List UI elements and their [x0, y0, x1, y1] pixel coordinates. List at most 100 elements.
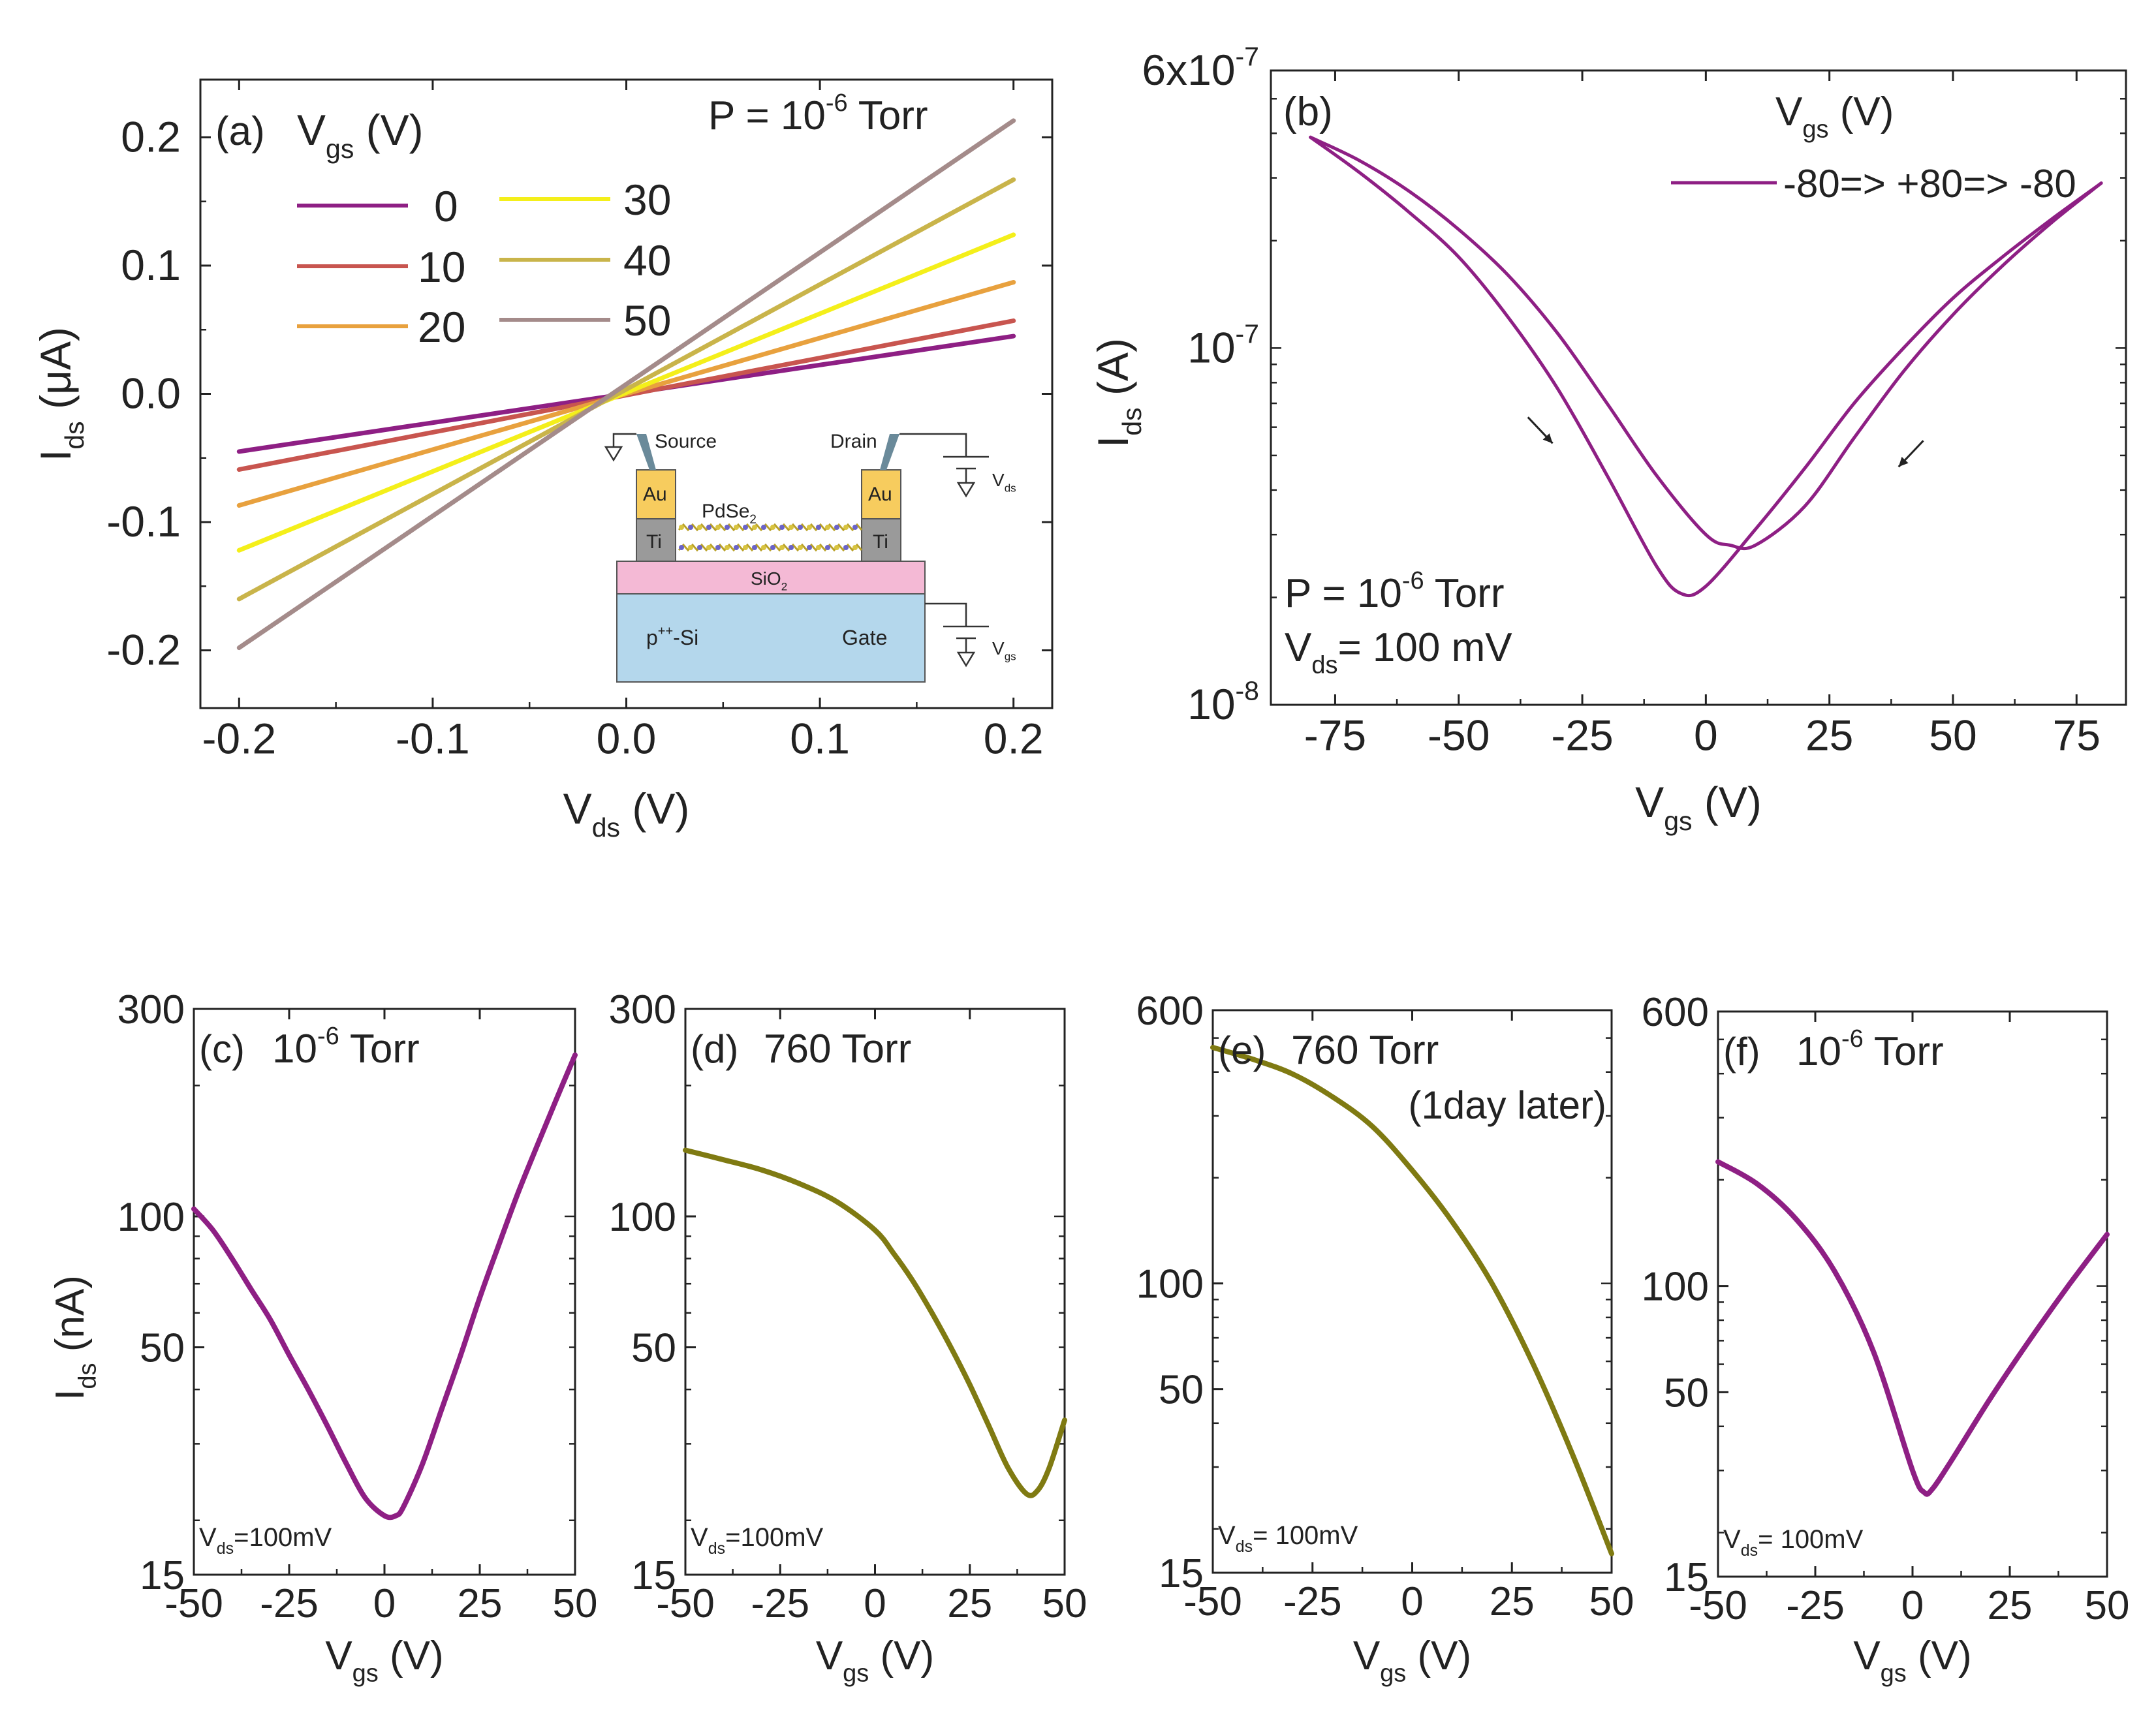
panel-a: -0.2 -0.1 0.0 0.1 0.2 -0.2 -0.1 0.0 0.1 0.2 Vds (V… [31, 78, 1054, 842]
panel-f-xtick-label: 25 [1988, 1583, 2033, 1628]
panel-d-ytick-label: 15 [631, 1553, 676, 1598]
panel-f-xtick-label: 50 [2085, 1583, 2130, 1628]
pdse2-atom [807, 525, 812, 530]
panel-a-ytick-label: 0.2 [121, 112, 181, 161]
pdse2-atom [697, 525, 702, 530]
panel-f: -50 -25 0 25 50 15 50 100 600 (f) 10-6 Torr Vds= 10… [1642, 990, 2130, 1688]
panel-b-ytick-label: 10-7 [1187, 319, 1259, 372]
pdse2-atom [715, 545, 721, 550]
panel-a-y-axis-label: Ids (μA) [31, 327, 89, 461]
gate-wire [925, 602, 967, 626]
panel-e-xtick-label: -50 [1183, 1579, 1242, 1624]
pdse2-atom [834, 545, 839, 550]
pdse2-atom [852, 545, 858, 550]
panel-c-xtick-label: 50 [553, 1581, 598, 1626]
panel-b-legend-entry: -80=> +80=> -80 [1783, 162, 2076, 206]
drain-wire [899, 433, 967, 457]
source-label: Source [655, 431, 717, 452]
panel-b-xtick-label: 25 [1805, 711, 1853, 759]
pdse2-atom [734, 525, 739, 530]
panel-a-legend-label-40: 40 [623, 236, 671, 285]
panel-f-label: (f) [1723, 1030, 1760, 1074]
ti-left-label: Ti [646, 531, 662, 553]
panel-d-axes-frame [684, 1008, 1066, 1576]
panel-f-transfer-curve [1715, 1159, 2110, 1497]
panel-a-series-line-50 [236, 118, 1016, 651]
panel-b-axes-frame [1270, 69, 2127, 706]
panel-b-forward-sweep [1309, 135, 2103, 598]
panel-a-xtick-label: -0.2 [202, 714, 276, 762]
panel-d-ytick-label: 300 [609, 987, 676, 1032]
source-ground-icon [604, 446, 623, 462]
panel-b-xtick-label: 75 [2053, 711, 2101, 759]
panel-c-vds-note: Vds=100mV [199, 1523, 332, 1558]
panel-a-series-line-30 [236, 232, 1016, 553]
panel-a-xtick-label: 0.0 [597, 714, 657, 762]
panel-b-xtick-label: 50 [1929, 711, 1976, 759]
panel-d-label: (d) [691, 1027, 738, 1071]
panel-c-xtick-label: 25 [458, 1581, 503, 1626]
pdse2-atom [770, 545, 775, 550]
panel-d-transfer-curve [683, 1147, 1067, 1498]
au-right-label: Au [868, 484, 892, 505]
panel-b-sweep-arrowhead [1542, 433, 1553, 444]
panel-b-label: (b) [1283, 89, 1333, 134]
pdse2-atom [770, 525, 775, 530]
panel-b-ytick-label: 6x10-7 [1142, 41, 1259, 94]
panel-e: -50 -25 0 25 50 15 50 100 600 (e) 760 Torr (1day la… [1136, 989, 1634, 1688]
panel-a-ytick-label: 0.0 [121, 369, 181, 418]
pdse2-atom [789, 525, 794, 530]
panel-b-ytick-label: 10-8 [1187, 675, 1259, 728]
panel-d-xtick-label: -50 [656, 1581, 715, 1626]
pdse2-atom [725, 545, 730, 550]
pdse2-atom [825, 525, 830, 530]
panel-b-vds-annotation: Vds= 100 mV [1285, 625, 1512, 679]
panel-c-label: (c) [199, 1027, 245, 1071]
panel-c-ytick-label: 300 [117, 987, 185, 1032]
panel-e-subtitle: (1day later) [1409, 1083, 1606, 1127]
panel-e-x-axis-label: Vgs (V) [1353, 1633, 1471, 1688]
panel-f-xtick-label: 0 [1901, 1583, 1924, 1628]
panel-e-vds-note: Vds= 100mV [1218, 1521, 1358, 1556]
pdse2-atom [761, 525, 766, 530]
panel-c-ytick-label: 100 [117, 1195, 185, 1240]
panel-a-xtick-label: 0.2 [984, 714, 1044, 762]
panel-c-xtick-label: -25 [260, 1581, 319, 1626]
panel-e-xtick-label: 25 [1490, 1579, 1535, 1624]
pdse2-atom [697, 545, 702, 550]
panel-f-xtick-label: -25 [1786, 1583, 1845, 1628]
panel-b-reverse-sweep [1309, 135, 2103, 551]
panel-d-ytick-label: 50 [631, 1326, 676, 1371]
pdse2-atom [734, 545, 739, 550]
ti-left-electrode [636, 518, 676, 562]
panel-f-ytick-label: 50 [1664, 1370, 1709, 1415]
panel-b-legend-title: Vgs (V) [1775, 89, 1894, 144]
panel-a-legend-label-30: 30 [623, 176, 671, 224]
panel-f-ytick-label: 600 [1642, 990, 1709, 1035]
source-probe [636, 434, 656, 470]
si-label: p++-Si [646, 625, 698, 649]
panel-c-xtick-label: -50 [164, 1581, 223, 1626]
panel-d-x-axis-label: Vgs (V) [816, 1633, 934, 1688]
panel-b: -75 -50 -25 0 25 50 75 10-8 10-7 6x10-7 Vgs (V) Ids… [1089, 41, 2127, 836]
panel-e-ytick-label: 100 [1136, 1262, 1204, 1307]
ti-right-electrode [861, 518, 901, 562]
sio2-layer [616, 561, 926, 595]
pdse2-atom [679, 525, 684, 530]
pdse2-atom [706, 525, 711, 530]
panel-d-title: 760 Torr [764, 1027, 911, 1072]
panel-c-x-axis-label: Vgs (V) [325, 1633, 443, 1688]
pdse2-atom [816, 525, 821, 530]
panel-e-xtick-label: -25 [1283, 1579, 1342, 1624]
pdse2-atom [715, 525, 721, 530]
pdse2-atom [679, 545, 684, 550]
ti-right-label: Ti [873, 531, 888, 553]
panel-d-ytick-label: 100 [609, 1195, 676, 1240]
device-schematic-inset: Source Drain Au Au Ti Ti PdSe2 SiO2 p++-Si Gate Vd… [604, 431, 1016, 683]
pdse2-atom [798, 525, 803, 530]
panel-f-ytick-label: 100 [1642, 1265, 1709, 1310]
panel-a-legend-title: Vgs (V) [297, 106, 424, 164]
panel-f-xtick-label: -50 [1689, 1583, 1747, 1628]
pdse2-atom [752, 545, 757, 550]
